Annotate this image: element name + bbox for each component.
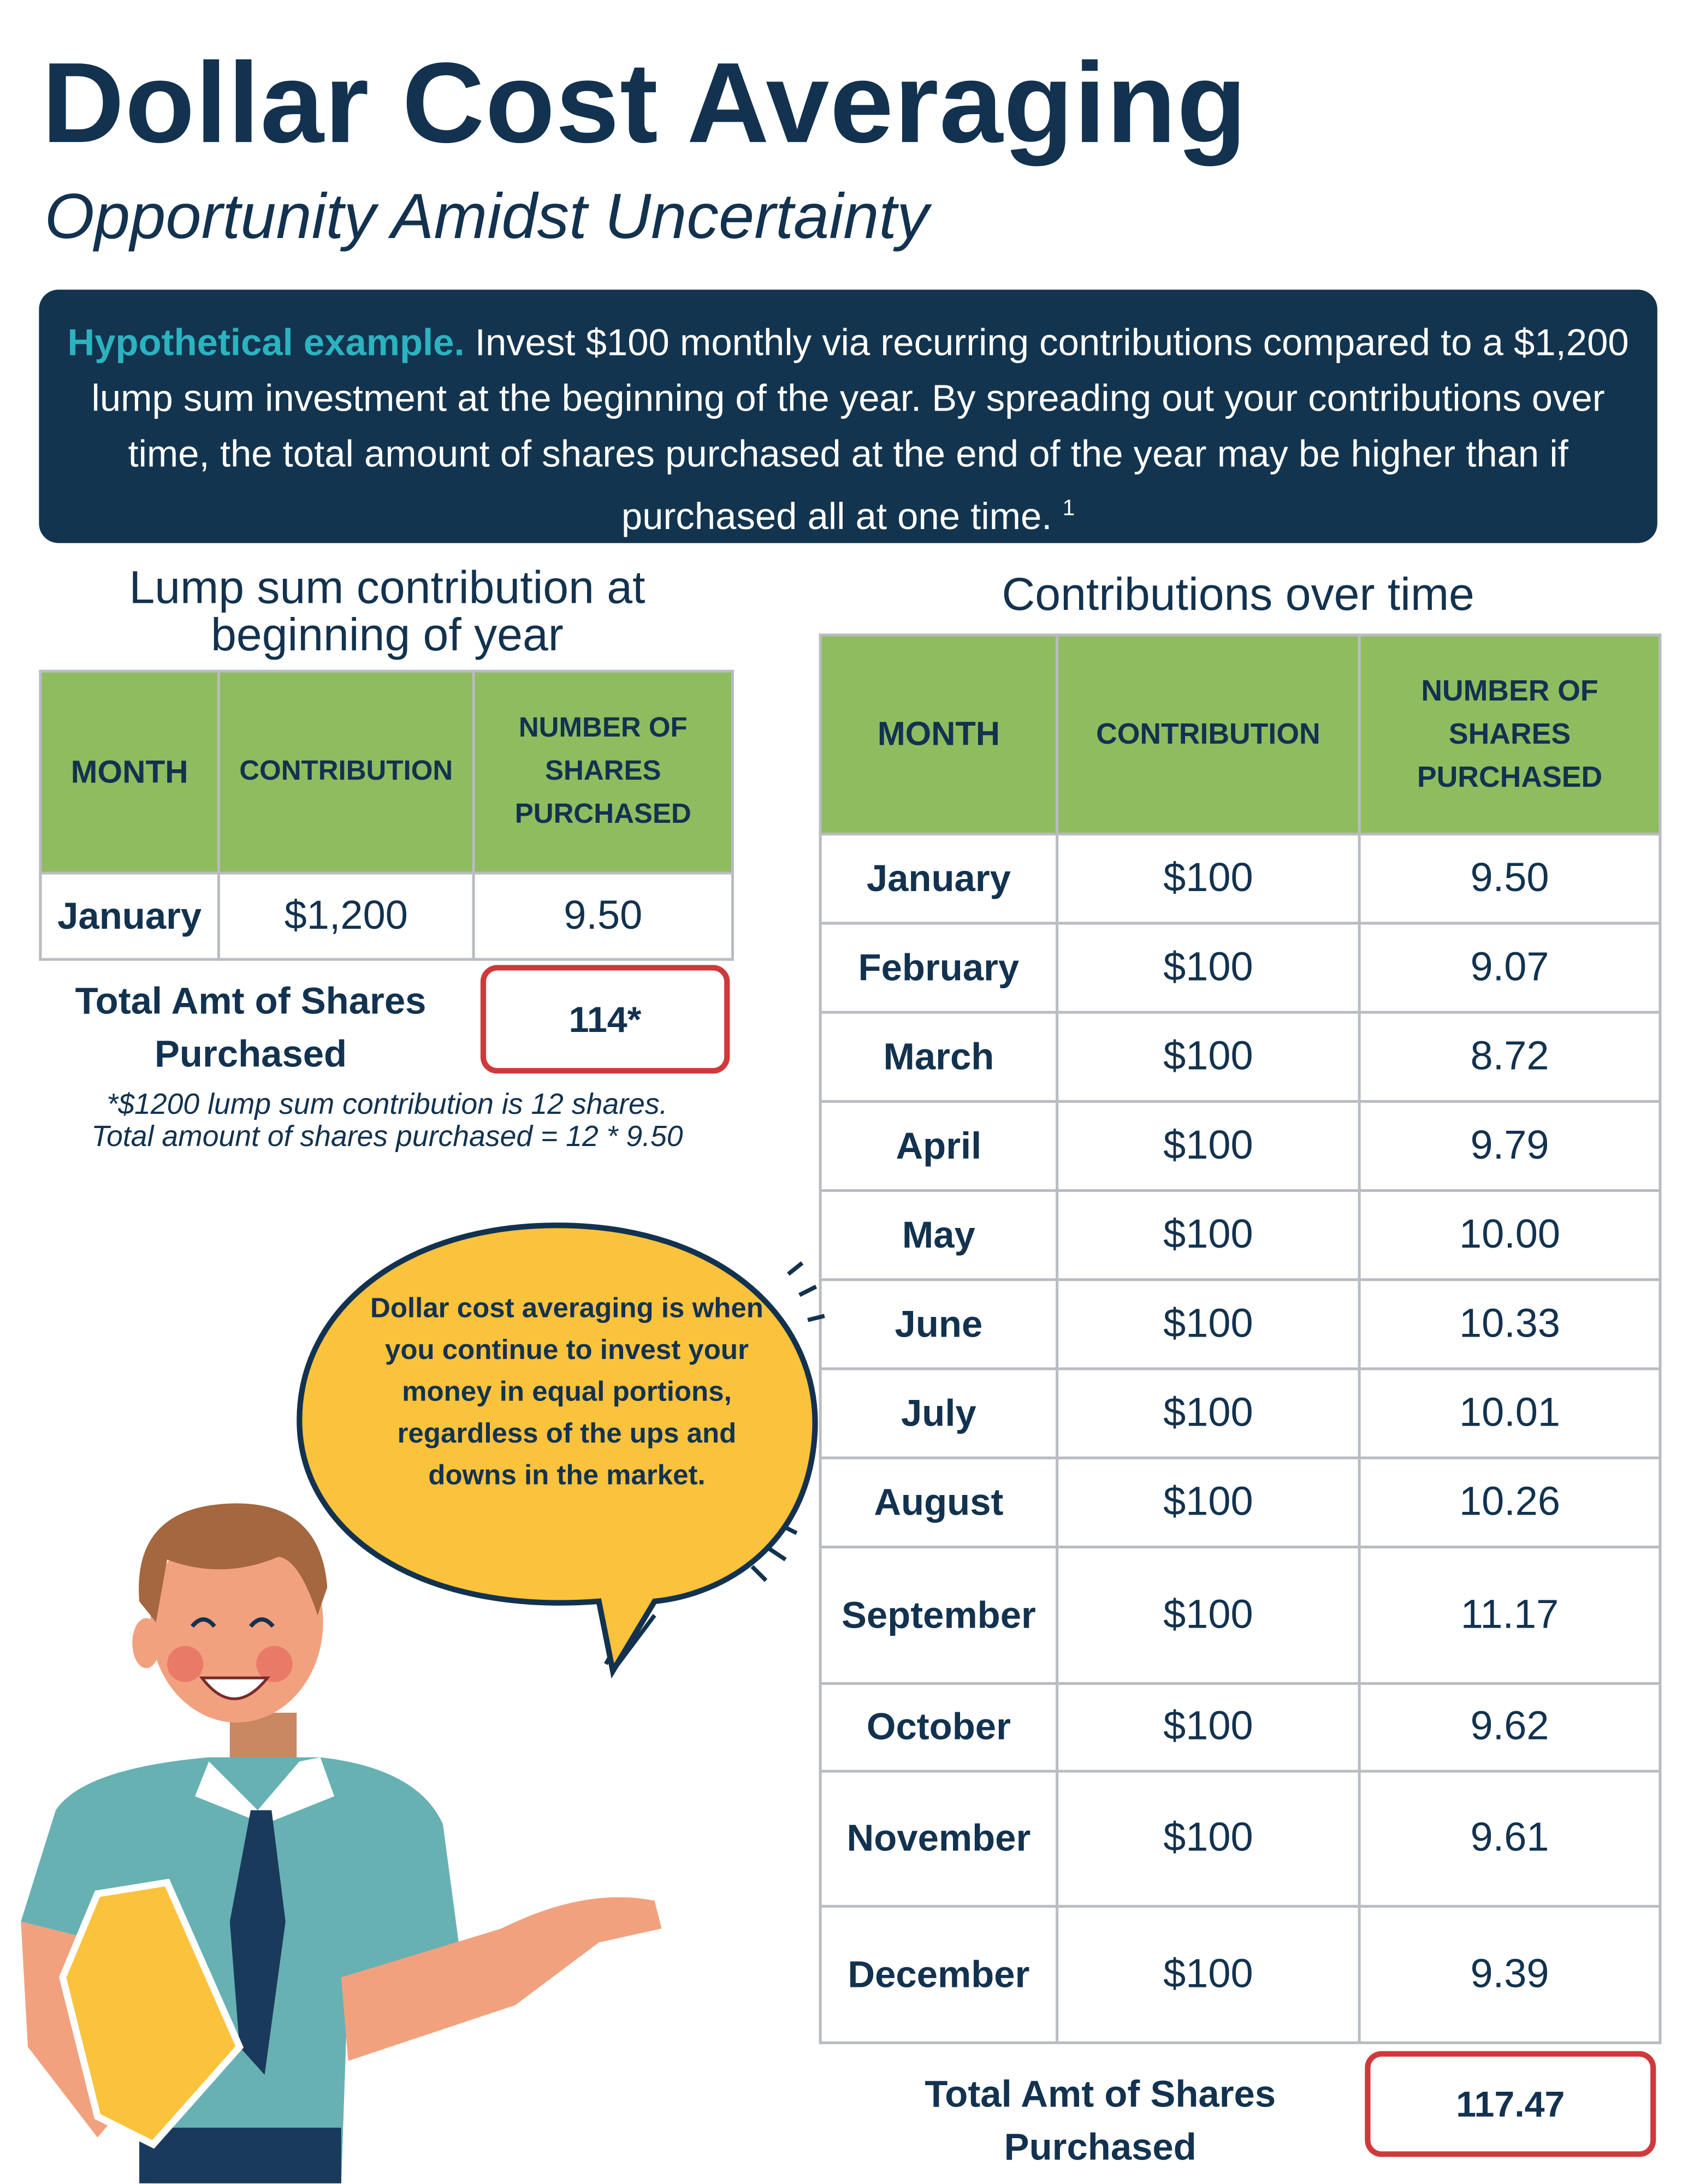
table-row: June $100 10.33 [819, 1278, 1662, 1370]
table-cell: April [819, 1100, 1059, 1192]
table-cell: $100 [1056, 1904, 1361, 2044]
table-row: April $100 9.79 [819, 1100, 1662, 1192]
column-header: NUMBER OF SHARES PURCHASED [472, 669, 735, 875]
table-row: November $100 9.61 [819, 1770, 1662, 1908]
table-cell: $100 [1056, 922, 1361, 1014]
table-cell: $100 [1056, 1770, 1361, 1908]
table-row: August $100 10.26 [819, 1456, 1662, 1548]
intro-box: Hypothetical example. Invest $100 monthl… [39, 289, 1657, 543]
lump-total-label: Total Amt of Shares Purchased [75, 980, 427, 1075]
table-cell: January [819, 833, 1059, 925]
table-cell: 10.00 [1358, 1189, 1662, 1281]
table-row: February $100 9.07 [819, 922, 1662, 1014]
table-cell: 9.79 [1358, 1100, 1662, 1192]
table-cell: $100 [1056, 833, 1361, 925]
table-cell: February [819, 922, 1059, 1014]
over-time-table: MONTH CONTRIBUTION NUMBER OF SHARES PURCHA… [819, 633, 1662, 2044]
table-cell: November [819, 1770, 1059, 1908]
column-header: CONTRIBUTION [217, 669, 475, 875]
table-cell: 9.50 [1358, 833, 1662, 925]
notes: *$1200 lump sum contribution is 12 share… [39, 1089, 735, 1153]
lump-heading: Lump sum contribution at beginning of ye… [129, 561, 645, 660]
table-cell: $100 [1056, 1682, 1361, 1773]
table-row: July $100 10.01 [819, 1367, 1662, 1459]
table-row: December $100 9.39 [819, 1904, 1662, 2044]
table-cell: $100 [1056, 1456, 1361, 1548]
table-cell: $100 [1056, 1367, 1361, 1459]
table-cell: 9.62 [1358, 1682, 1662, 1773]
over-time-heading: Contributions over time [1002, 568, 1474, 620]
lump-total: 114* [480, 965, 730, 1074]
title: Dollar Cost Averaging [42, 40, 1247, 168]
table-cell: March [819, 1011, 1059, 1103]
column-header: MONTH [819, 633, 1059, 836]
table-row: January $100 9.50 [819, 833, 1662, 925]
table-cell: July [819, 1367, 1059, 1459]
speech-bubble-text: Dollar cost averaging is when you contin… [370, 1293, 763, 1492]
note-line: *$1200 lump sum contribution is 12 share… [106, 1089, 668, 1121]
table-cell: May [819, 1189, 1059, 1281]
subtitle: Opportunity Amidst Uncertainty [44, 179, 929, 252]
over-time-total-label: Total Amt of Shares Purchased [925, 2073, 1276, 2168]
table-cell: 10.33 [1358, 1278, 1662, 1370]
table-row: March $100 8.72 [819, 1011, 1662, 1103]
table-row: September $100 11.17 [819, 1545, 1662, 1685]
lump-table: MONTH CONTRIBUTION NUMBER OF SHARES PURCHA… [39, 669, 735, 961]
table-cell: $100 [1056, 1011, 1361, 1103]
table-cell: 10.01 [1358, 1367, 1662, 1459]
table-cell: $100 [1056, 1278, 1361, 1370]
table-cell: $100 [1056, 1100, 1361, 1192]
column-header: CONTRIBUTION [1056, 633, 1361, 836]
table-cell: $100 [1056, 1545, 1361, 1685]
table-row: October $100 9.62 [819, 1682, 1662, 1773]
intro-lead: Hypothetical example. [67, 322, 465, 364]
table-cell: June [819, 1278, 1059, 1370]
table-row: January $1,200 9.50 [39, 871, 735, 961]
header-row: MONTH CONTRIBUTION NUMBER OF SHARES PURCHA… [819, 633, 1662, 836]
table-cell: 9.07 [1358, 922, 1662, 1014]
table-cell: 10.26 [1358, 1456, 1662, 1548]
table-cell: $100 [1056, 1189, 1361, 1281]
footnote-marker: 1 [1062, 497, 1075, 521]
table-cell: October [819, 1682, 1059, 1773]
column-header: MONTH [39, 669, 220, 875]
table-cell: 9.39 [1358, 1904, 1662, 2044]
table-cell: 11.17 [1358, 1545, 1662, 1685]
note-line: Total amount of shares purchased = 12 * … [91, 1120, 683, 1153]
table-cell: 8.72 [1358, 1011, 1662, 1103]
table-row: May $100 10.00 [819, 1189, 1662, 1281]
table-cell: August [819, 1456, 1059, 1548]
table-cell: January [39, 871, 220, 961]
header-row: MONTH CONTRIBUTION NUMBER OF SHARES PURCHA… [39, 669, 735, 875]
table-cell: $1,200 [217, 871, 475, 961]
intro-text: Invest $100 monthly via recurring contri… [91, 322, 1629, 538]
table-cell: 9.61 [1358, 1770, 1662, 1908]
table-cell: September [819, 1545, 1059, 1685]
column-header: NUMBER OF SHARES PURCHASED [1358, 633, 1662, 836]
table-cell: December [819, 1904, 1059, 2044]
over-time-total: 117.47 [1365, 2051, 1656, 2157]
table-cell: 9.50 [472, 871, 735, 961]
